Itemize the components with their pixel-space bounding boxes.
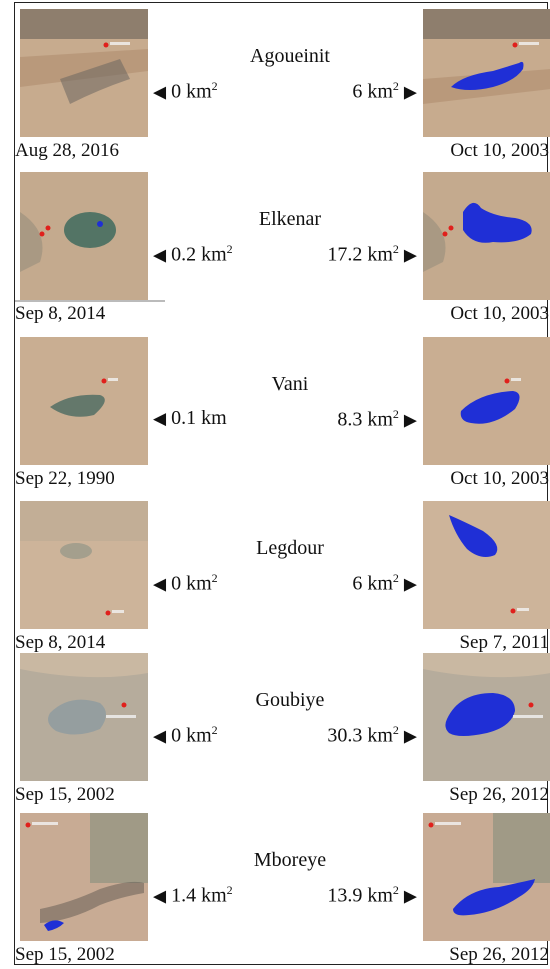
area-before: ◀ 0 km2	[153, 571, 218, 595]
lake-row-goubiye: Goubiye ◀ 0 km2 30.3 km2 ▶ Sep 15, 2002 …	[15, 649, 550, 809]
right-arrow-icon: ▶	[403, 245, 417, 266]
satellite-image-before	[20, 813, 148, 941]
area-after: 6 km2 ▶	[352, 79, 417, 103]
date-after: Oct 10, 2003	[450, 468, 549, 489]
satellite-image-after	[423, 337, 550, 465]
right-arrow-icon: ▶	[403, 886, 417, 907]
satellite-image-before	[20, 172, 148, 300]
satellite-image-after	[423, 653, 550, 781]
lake-row-legdour: Legdour ◀ 0 km2 6 km2 ▶ Sep 8, 2014 Sep …	[15, 497, 550, 657]
lake-name: Legdour	[256, 537, 324, 559]
left-arrow-icon: ◀	[153, 574, 167, 595]
right-arrow-icon: ▶	[403, 574, 417, 595]
left-arrow-icon: ◀	[153, 726, 167, 747]
left-arrow-icon: ◀	[153, 886, 167, 907]
lake-name: Mboreye	[253, 849, 327, 871]
date-before: Sep 22, 1990	[15, 468, 115, 489]
figure-frame: Agoueinit ◀ 0 km2 6 km2 ▶ Aug 28, 2016 O…	[14, 2, 550, 965]
lake-row-vani: Vani ◀ 0.1 km 8.3 km2 ▶ Sep 22, 1990 Oct…	[15, 333, 550, 493]
lake-name: Elkenar	[258, 208, 322, 230]
satellite-image-after	[423, 172, 550, 300]
area-after: 17.2 km2 ▶	[327, 242, 417, 266]
right-arrow-icon: ▶	[403, 410, 417, 431]
area-after: 6 km2 ▶	[352, 571, 417, 595]
left-arrow-icon: ◀	[153, 82, 167, 103]
satellite-image-before	[20, 653, 148, 781]
satellite-image-before	[20, 9, 148, 137]
lake-name: Goubiye	[255, 689, 325, 711]
date-before: Sep 8, 2014	[15, 303, 106, 324]
date-after: Sep 26, 2012	[449, 944, 549, 965]
area-after: 30.3 km2 ▶	[327, 723, 417, 747]
area-before: ◀ 0 km2	[153, 79, 218, 103]
right-arrow-icon: ▶	[403, 82, 417, 103]
date-after: Sep 7, 2011	[459, 632, 549, 653]
lake-name: Vani	[271, 373, 309, 395]
satellite-image-before	[20, 337, 148, 465]
area-after: 13.9 km2 ▶	[327, 883, 417, 907]
lake-row-agoueinit: Agoueinit ◀ 0 km2 6 km2 ▶ Aug 28, 2016 O…	[15, 5, 550, 165]
satellite-image-before	[20, 501, 148, 629]
date-after: Oct 10, 2003	[450, 303, 549, 324]
lake-row-elkenar: Elkenar ◀ 0.2 km2 17.2 km2 ▶ Sep 8, 2014…	[15, 168, 550, 328]
left-arrow-icon: ◀	[153, 245, 167, 266]
lake-name: Agoueinit	[250, 45, 330, 67]
area-before: ◀ 0 km2	[153, 723, 218, 747]
date-after: Sep 26, 2012	[449, 784, 549, 805]
satellite-image-after	[423, 501, 550, 629]
divider	[15, 300, 165, 302]
satellite-image-after	[423, 813, 550, 941]
date-before: Sep 15, 2002	[15, 944, 115, 965]
date-before: Sep 15, 2002	[15, 784, 115, 805]
area-before: ◀ 0.1 km	[153, 407, 227, 429]
area-before: ◀ 1.4 km2	[153, 883, 233, 907]
area-before: ◀ 0.2 km2	[153, 242, 233, 266]
date-before: Sep 8, 2014	[15, 632, 106, 653]
satellite-image-after	[423, 9, 550, 137]
area-after: 8.3 km2 ▶	[337, 407, 417, 431]
lake-row-mboreye: Mboreye ◀ 1.4 km2 13.9 km2 ▶ Sep 15, 200…	[15, 809, 550, 969]
left-arrow-icon: ◀	[153, 409, 167, 429]
right-arrow-icon: ▶	[403, 726, 417, 747]
date-after: Oct 10, 2003	[450, 140, 549, 161]
date-before: Aug 28, 2016	[15, 140, 119, 161]
